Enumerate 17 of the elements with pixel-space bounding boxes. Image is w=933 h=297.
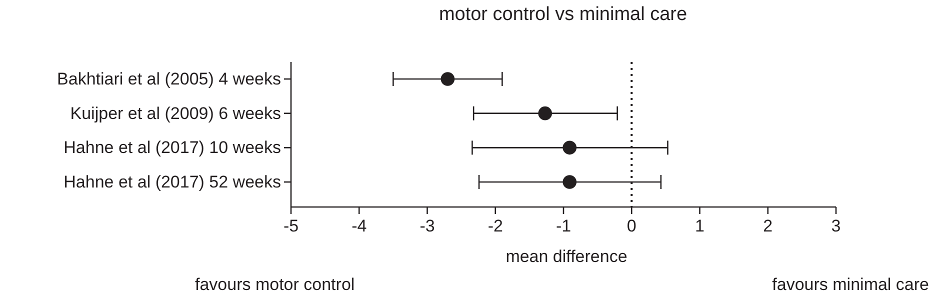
x-tick-label: 1: [695, 216, 704, 236]
y-tick-label: Hahne et al (2017) 10 weeks: [64, 138, 281, 158]
x-tick-label: -5: [283, 216, 299, 236]
x-tick-label: 2: [763, 216, 773, 236]
y-tick-label: Kuijper et al (2009) 6 weeks: [70, 104, 281, 123]
x-tick-label: 0: [626, 216, 636, 236]
x-tick-label: -3: [420, 216, 435, 236]
text: favours motor control: [195, 275, 355, 294]
x-tick-label: 3: [831, 216, 841, 236]
text: favours minimal care: [772, 275, 929, 294]
chart-title: motor control vs minimal care: [438, 4, 688, 25]
y-tick-label: Bakhtiari et al (2005) 4 weeks: [57, 69, 281, 88]
y-tick-label: Hahne et al (2017) 52 weeks: [64, 172, 281, 192]
x-tick-label: -1: [556, 216, 572, 236]
x-tick-label: -2: [488, 216, 503, 236]
x-axis-title: mean difference: [506, 247, 628, 266]
x-tick-label: -4: [352, 216, 367, 236]
